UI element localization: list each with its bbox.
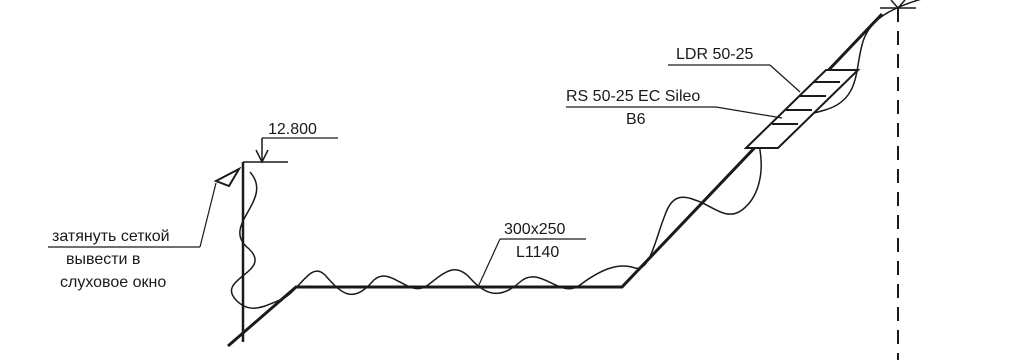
right-elevation-arrow-icon: [890, 0, 906, 10]
fan-leader: [715, 106, 783, 119]
duct-callout-leader: [477, 238, 501, 288]
flex-duct-wave: [230, 0, 921, 309]
reducer-leader: [769, 64, 801, 93]
note-line-3: слуховое окно: [60, 274, 166, 291]
duct-size-label: 300x250: [504, 221, 565, 238]
elevation-label: 12.800: [268, 121, 317, 138]
elevation-arrow-icon: [255, 149, 269, 164]
note-line-1: затянуть сеткой: [52, 228, 170, 245]
duct-main-line: [227, 12, 884, 348]
duct-length-label: L1140: [516, 244, 559, 261]
fan-model-label: RS 50-25 EC Sileo: [566, 88, 700, 105]
reducer-label: LDR 50-25: [676, 46, 753, 63]
outlet-grille-icon: [213, 166, 242, 188]
note-leader: [199, 182, 217, 248]
fan-code-label: B6: [626, 111, 646, 128]
note-line-2: вывести в: [66, 251, 140, 268]
